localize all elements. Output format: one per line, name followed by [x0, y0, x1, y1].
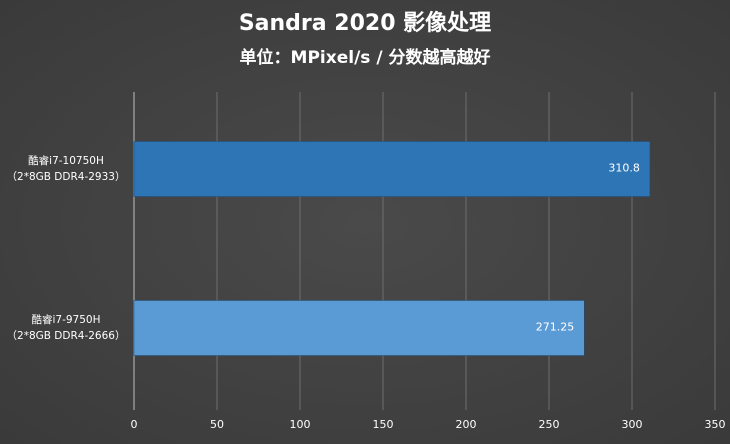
bar — [133, 141, 651, 197]
x-tick-label: 350 — [705, 418, 726, 431]
x-tick-label: 250 — [539, 418, 560, 431]
y-tick-label: 酷睿i7-10750H （2*8GB DDR4-2933） — [6, 154, 126, 183]
value-label: 271.25 — [536, 321, 575, 334]
x-tick-label: 50 — [210, 418, 224, 431]
x-tick-label: 100 — [290, 418, 311, 431]
chart-title: Sandra 2020 影像处理 — [239, 10, 491, 36]
x-tick-label: 150 — [373, 418, 394, 431]
y-tick-label: 酷睿i7-9750H （2*8GB DDR4-2666） — [6, 313, 126, 342]
x-tick-label: 0 — [131, 418, 138, 431]
chart-subtitle: 单位：MPixel/s / 分数越高越好 — [240, 47, 491, 68]
x-tick-label: 200 — [456, 418, 477, 431]
bar — [133, 300, 585, 356]
x-tick-label: 300 — [622, 418, 643, 431]
value-label: 310.8 — [608, 162, 640, 175]
